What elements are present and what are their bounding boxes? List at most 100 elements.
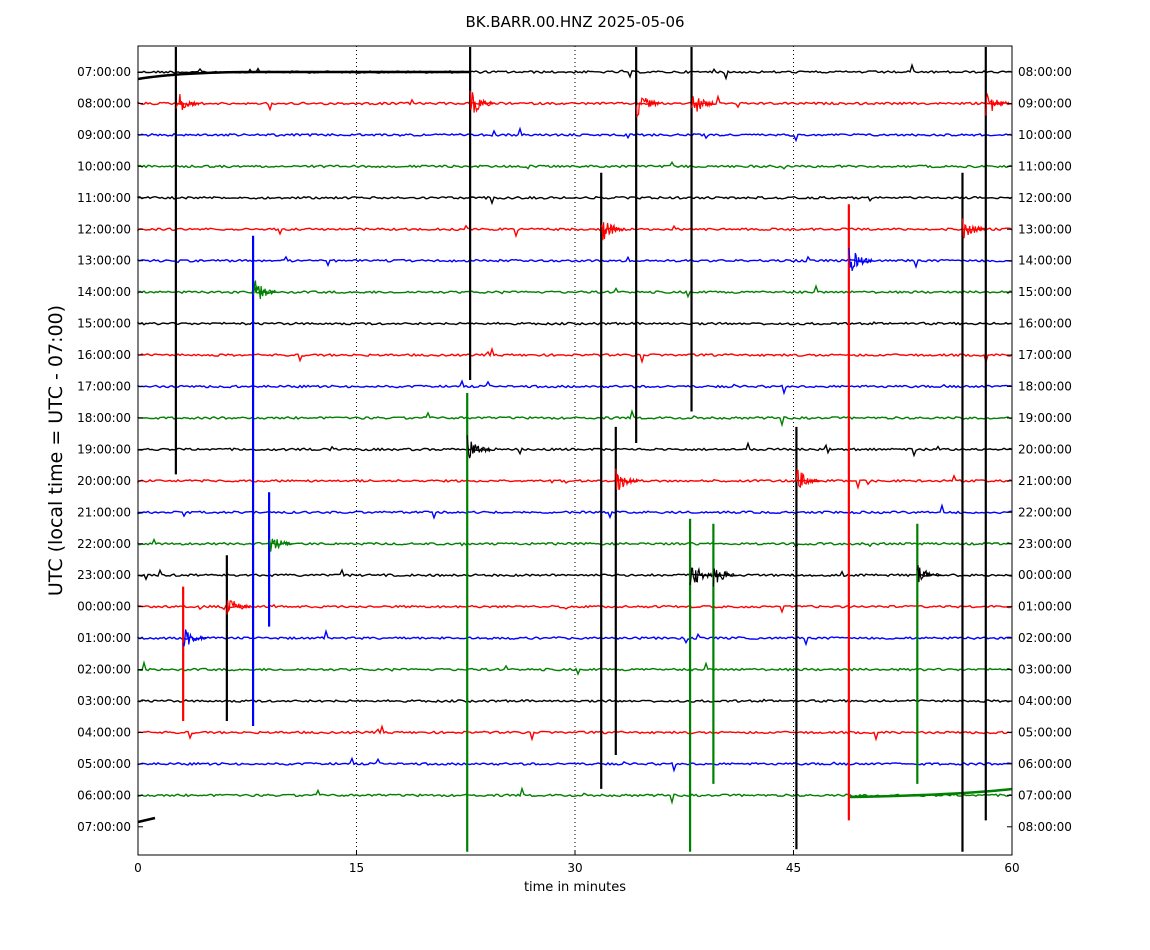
right-tick-label: 20:00:00: [1018, 442, 1072, 456]
right-tick-label: 01:00:00: [1018, 600, 1072, 614]
left-tick-label: 15:00:00: [77, 317, 131, 331]
left-tick-label: 11:00:00: [77, 191, 131, 205]
right-tick-label: 02:00:00: [1018, 631, 1072, 645]
right-time-axis: 08:00:00 09:00:00 10:00:00 11:00:00 12:00:00…: [1007, 65, 1072, 834]
event-burst-1: [252, 280, 277, 300]
event-burst-6: [615, 468, 640, 491]
trace-row-21: [137, 724, 1013, 742]
right-tick-label: 07:00:00: [1018, 788, 1072, 802]
left-tick-label: 06:00:00: [77, 788, 131, 802]
trace-row-14: [137, 503, 1012, 520]
left-tick-label: 18:00:00: [77, 411, 131, 425]
left-tick-label: 01:00:00: [77, 631, 131, 645]
event-burst-7: [690, 96, 716, 112]
left-tick-label: 05:00:00: [77, 757, 131, 771]
y-axis-label: UTC (local time = UTC - 07:00): [45, 305, 67, 596]
x-tick-label: 0: [134, 861, 142, 875]
event-burst-11: [961, 218, 987, 239]
right-tick-label: 09:00:00: [1018, 96, 1072, 110]
x-tick-label: 45: [786, 861, 801, 875]
x-tick-label: 30: [567, 861, 582, 875]
trace-row-5: [137, 224, 1013, 239]
trace-row-19: [137, 660, 1013, 676]
left-tick-label: 17:00:00: [77, 380, 131, 394]
left-tick-label: 03:00:00: [77, 694, 131, 708]
right-tick-label: 22:00:00: [1018, 505, 1072, 519]
left-time-axis: 07:00:00 08:00:00 09:00:00 10:00:00 11:00:00…: [77, 65, 143, 834]
left-tick-label: 19:00:00: [77, 442, 131, 456]
left-tick-label: 07:00:00: [77, 820, 131, 834]
trace-row-18: [137, 628, 1013, 647]
right-tick-label: 08:00:00: [1018, 65, 1072, 79]
right-tick-label: 21:00:00: [1018, 474, 1072, 488]
trace-row-2: [137, 126, 1013, 143]
trace-row-12: [137, 441, 1013, 458]
right-tick-label: 14:00:00: [1018, 254, 1072, 268]
trace-row-4: [137, 195, 1013, 206]
seismic-event-spikes: [174, 47, 1010, 852]
seismogram-traces: [137, 62, 1013, 824]
trace-row-13: [137, 473, 1013, 491]
trace-row-20: [137, 698, 1012, 704]
trace-drift-green: [849, 787, 1013, 799]
left-tick-label: 04:00:00: [77, 725, 131, 739]
trace-drift-bottom: [137, 816, 156, 824]
right-tick-label: 04:00:00: [1018, 694, 1072, 708]
event-burst-2: [469, 90, 494, 113]
left-tick-label: 23:00:00: [77, 568, 131, 582]
trace-row-16: [137, 568, 1013, 581]
trace-row-23: [137, 786, 1013, 805]
event-burst-3: [466, 435, 491, 459]
left-tick-label: 20:00:00: [77, 474, 131, 488]
trace-row-9: [137, 346, 1013, 365]
event-burst-15: [269, 538, 293, 552]
right-tick-label: 05:00:00: [1018, 725, 1072, 739]
x-axis: 0 15 30 45 60: [134, 850, 1020, 875]
left-tick-label: 02:00:00: [77, 663, 131, 677]
trace-drift-top: [137, 70, 470, 81]
right-tick-label: 00:00:00: [1018, 568, 1072, 582]
trace-row-15: [137, 537, 1013, 549]
left-tick-label: 14:00:00: [77, 285, 131, 299]
right-tick-label: 10:00:00: [1018, 128, 1072, 142]
event-burst-8: [689, 566, 714, 585]
left-tick-label: 22:00:00: [77, 537, 131, 551]
left-tick-label: 10:00:00: [77, 159, 131, 173]
event-burst-0: [175, 94, 200, 110]
right-tick-label: 11:00:00: [1018, 159, 1072, 173]
right-tick-label: 15:00:00: [1018, 285, 1072, 299]
event-burst-13: [182, 629, 207, 647]
right-tick-label: 23:00:00: [1018, 537, 1072, 551]
trace-row-3: [137, 160, 1013, 170]
x-tick-label: 60: [1004, 861, 1019, 875]
trace-row-10: [137, 379, 1013, 396]
trace-row-22: [137, 756, 1013, 773]
left-tick-label: 08:00:00: [77, 96, 131, 110]
right-tick-label: 19:00:00: [1018, 411, 1072, 425]
left-tick-label: 12:00:00: [77, 222, 131, 236]
right-tick-label: 16:00:00: [1018, 317, 1072, 331]
gridlines: [356, 46, 794, 855]
right-tick-label: 12:00:00: [1018, 191, 1072, 205]
left-tick-label: 13:00:00: [77, 254, 131, 268]
left-tick-label: 09:00:00: [77, 128, 131, 142]
trace-row-8: [137, 321, 1013, 326]
right-tick-label: 13:00:00: [1018, 222, 1072, 236]
right-tick-label: 06:00:00: [1018, 757, 1072, 771]
left-tick-label: 00:00:00: [77, 600, 131, 614]
x-tick-label: 15: [349, 861, 364, 875]
trace-row-6: [137, 255, 1013, 270]
event-burst-17: [712, 568, 737, 587]
left-tick-label: 16:00:00: [77, 348, 131, 362]
event-burst-12: [985, 92, 1010, 116]
trace-row-1: [137, 94, 1013, 112]
x-axis-label: time in minutes: [524, 880, 626, 895]
left-tick-label: 21:00:00: [77, 505, 131, 519]
trace-row-7: [137, 282, 1013, 299]
right-tick-label: 03:00:00: [1018, 663, 1072, 677]
trace-row-11: [137, 408, 1013, 428]
event-burst-16: [916, 565, 941, 583]
chart-title: BK.BARR.00.HNZ 2025-05-06: [465, 13, 684, 31]
event-burst-10: [848, 247, 873, 271]
